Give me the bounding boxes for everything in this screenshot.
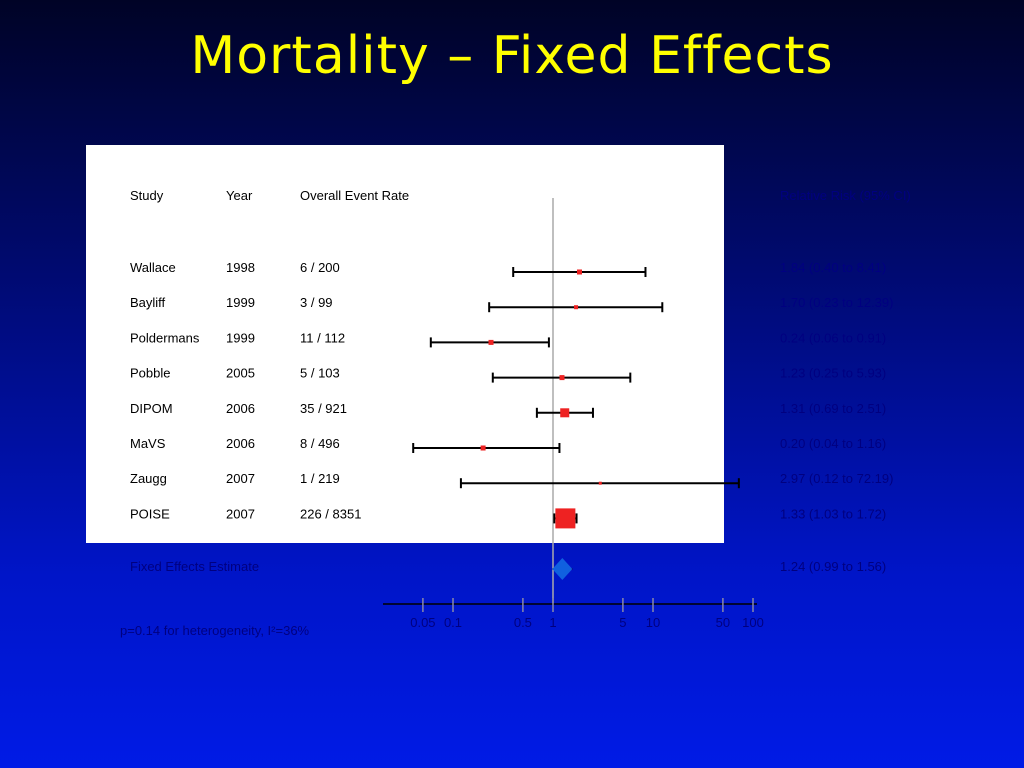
study-event-rate: 226 / 8351 (300, 506, 361, 521)
point-estimate (480, 445, 486, 451)
point-estimate (488, 339, 494, 345)
study-event-rate: 11 / 112 (300, 330, 345, 345)
x-tick-label: 5 (619, 615, 626, 630)
study-row: DIPOM 2006 35 / 921 1.31 (0.69 to 2.51) (130, 401, 886, 418)
study-year: 2007 (226, 471, 255, 486)
study-name: MaVS (130, 436, 166, 451)
pooled-label: Fixed Effects Estimate (130, 559, 259, 574)
study-event-rate: 3 / 99 (300, 295, 333, 310)
study-row: Zaugg 2007 1 / 219 2.97 (0.12 to 72.19) (130, 471, 893, 489)
x-tick-label: 0.1 (444, 615, 462, 630)
study-year: 2006 (226, 436, 255, 451)
study-event-rate: 5 / 103 (300, 366, 340, 381)
study-ci-text: 1.84 (0.40 to 8.41) (780, 260, 886, 275)
pooled-estimate: Fixed Effects Estimate 1.24 (0.99 to 1.5… (130, 558, 886, 580)
table-panel (86, 145, 724, 543)
x-tick-label: 1 (549, 615, 556, 630)
study-name: Wallace (130, 260, 176, 275)
study-rows: Wallace 1998 6 / 200 1.84 (0.40 to 8.41) Bay… (130, 260, 893, 529)
study-name: Poldermans (130, 330, 200, 345)
study-year: 2007 (226, 506, 255, 521)
study-event-rate: 6 / 200 (300, 260, 340, 275)
study-name: Pobble (130, 366, 170, 381)
study-ci-text: 0.24 (0.06 to 0.91) (780, 330, 886, 345)
study-name: Bayliff (130, 295, 166, 310)
header-year: Year (226, 188, 253, 203)
study-name: Zaugg (130, 471, 167, 486)
heterogeneity-note: p=0.14 for heterogeneity, I²=36% (120, 623, 310, 638)
study-ci-text: 1.31 (0.69 to 2.51) (780, 401, 886, 416)
x-tick-label: 0.05 (410, 615, 435, 630)
x-tick-label: 50 (716, 615, 730, 630)
study-ci-text: 1.33 (1.03 to 1.72) (780, 506, 886, 521)
point-estimate (598, 481, 602, 485)
column-headers: Study Year Overall Event Rate Relative R… (130, 188, 911, 203)
study-row: Poldermans 1999 11 / 112 0.24 (0.06 to 0.91… (130, 330, 886, 348)
x-tick-label: 10 (646, 615, 660, 630)
study-name: DIPOM (130, 401, 173, 416)
study-ci-text: 2.97 (0.12 to 72.19) (780, 471, 893, 486)
header-study: Study (130, 188, 164, 203)
study-event-rate: 8 / 496 (300, 436, 340, 451)
study-row: Pobble 2005 5 / 103 1.23 (0.25 to 5.93) (130, 366, 886, 383)
point-estimate (576, 269, 582, 275)
study-event-rate: 35 / 921 (300, 401, 347, 416)
study-row: POISE 2007 226 / 8351 1.33 (1.03 to 1.72) (130, 506, 886, 529)
study-ci-text: 0.20 (0.04 to 1.16) (780, 436, 886, 451)
header-event-rate: Overall Event Rate (300, 188, 409, 203)
study-year: 2006 (226, 401, 255, 416)
point-estimate (555, 508, 576, 529)
study-year: 2005 (226, 366, 255, 381)
study-row: Bayliff 1999 3 / 99 1.70 (0.23 to 12.39) (130, 295, 893, 313)
pooled-diamond (552, 558, 573, 580)
slide-title: Mortality – Fixed Effects (190, 26, 834, 86)
study-row: Wallace 1998 6 / 200 1.84 (0.40 to 8.41) (130, 260, 886, 277)
x-tick-label: 100 (742, 615, 764, 630)
study-year: 1999 (226, 330, 255, 345)
study-row: MaVS 2006 8 / 496 0.20 (0.04 to 1.16) (130, 436, 886, 453)
point-estimate (574, 305, 579, 310)
x-ticks: 0.05 0.1 0.5 1 5 10 50 100 (410, 598, 764, 630)
x-tick-label: 0.5 (514, 615, 532, 630)
study-event-rate: 1 / 219 (300, 471, 340, 486)
study-ci-text: 1.23 (0.25 to 5.93) (780, 366, 886, 381)
x-axis: 0.05 0.1 0.5 1 5 10 50 100 (383, 598, 764, 630)
study-name: POISE (130, 506, 170, 521)
study-ci-text: 1.70 (0.23 to 12.39) (780, 295, 893, 310)
header-relative-risk: Relative Risk (95% CI) (780, 188, 911, 203)
point-estimate (560, 408, 570, 418)
point-estimate (559, 375, 565, 381)
study-year: 1999 (226, 295, 255, 310)
study-year: 1998 (226, 260, 255, 275)
pooled-ci-text: 1.24 (0.99 to 1.56) (780, 559, 886, 574)
